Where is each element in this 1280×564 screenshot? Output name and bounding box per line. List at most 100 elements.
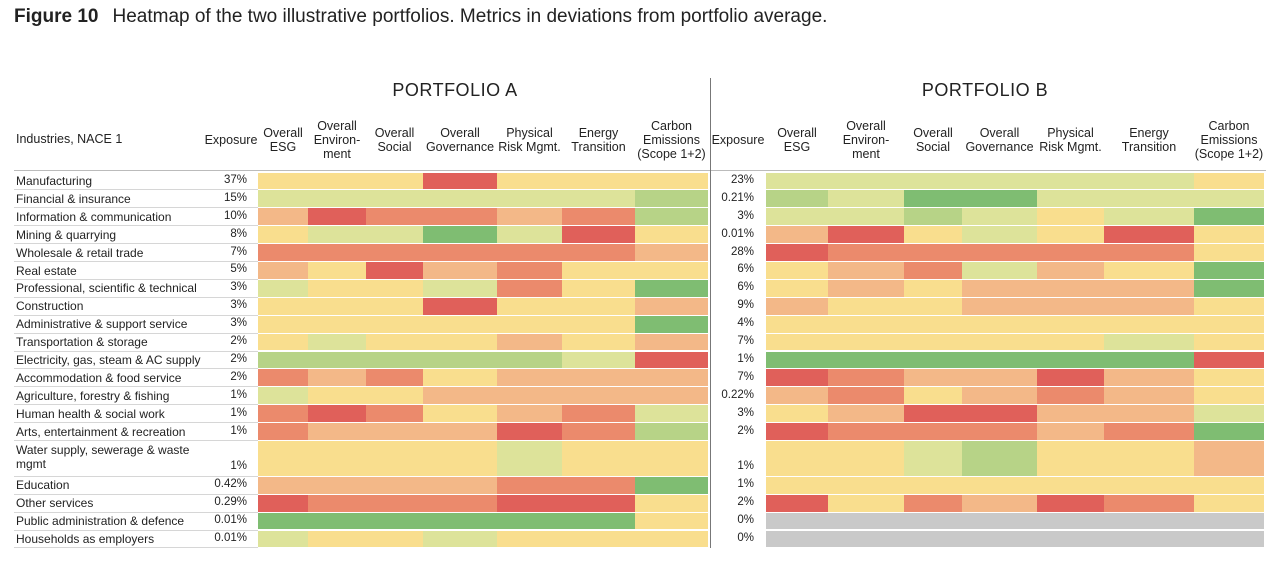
heatmap-cell bbox=[308, 244, 366, 261]
exposure-value: 1% bbox=[230, 460, 247, 473]
row-label: Mining & quarrying bbox=[16, 227, 117, 242]
heatmap-cell bbox=[1037, 369, 1104, 387]
heatmap-cell bbox=[1037, 262, 1104, 279]
heatmap-cell bbox=[423, 262, 497, 279]
heatmap-cell bbox=[1104, 512, 1194, 530]
heatmap-cell bbox=[1104, 279, 1194, 297]
row-rule bbox=[14, 350, 258, 352]
row-label: Agriculture, forestry & fishing bbox=[16, 388, 170, 403]
heatmap-cell bbox=[1104, 226, 1194, 244]
heatmap-cell bbox=[258, 405, 308, 423]
heatmap-cell bbox=[1037, 351, 1104, 369]
row-rule bbox=[14, 404, 258, 406]
heatmap-cell bbox=[308, 405, 366, 423]
heatmap-cell bbox=[1104, 244, 1194, 261]
heatmap-cell bbox=[828, 405, 904, 423]
heatmap-cell bbox=[423, 279, 497, 297]
heatmap-cell bbox=[366, 494, 423, 512]
exposure-value: 1% bbox=[737, 352, 754, 365]
row-label: Information & communication bbox=[16, 209, 172, 224]
heatmap-cell bbox=[1037, 494, 1104, 512]
heatmap-cell bbox=[258, 244, 308, 261]
row-label: Professional, scientific & technical bbox=[16, 281, 197, 296]
heatmap-cell bbox=[258, 530, 308, 548]
heatmap-cell bbox=[423, 530, 497, 548]
heatmap-cell bbox=[828, 297, 904, 315]
column-header: Overall ESG bbox=[263, 126, 303, 154]
exposure-value: 0.29% bbox=[214, 496, 247, 509]
heatmap-cell bbox=[1194, 279, 1264, 297]
exposure-value: 2% bbox=[737, 496, 754, 509]
exposure-value: 1% bbox=[230, 424, 247, 437]
exposure-value: 37% bbox=[223, 173, 247, 186]
exposure-value: 15% bbox=[223, 191, 247, 204]
heatmap-cell bbox=[308, 351, 366, 369]
header-rule bbox=[14, 170, 1266, 171]
heatmap-cell bbox=[258, 226, 308, 244]
heatmap-cell bbox=[258, 494, 308, 512]
exposure-value: 28% bbox=[730, 245, 754, 258]
exposure-value: 0.42% bbox=[214, 478, 247, 491]
row-rule bbox=[14, 529, 258, 531]
exposure-value: 2% bbox=[230, 352, 247, 365]
exposure-value: 0.01% bbox=[214, 531, 247, 544]
column-header: Physical Risk Mgmt. bbox=[1039, 126, 1102, 154]
heatmap-cell bbox=[1194, 297, 1264, 315]
exposure-value: 3% bbox=[737, 209, 754, 222]
heatmap-cell bbox=[562, 262, 635, 279]
heatmap-cell bbox=[635, 530, 708, 548]
row-label: Households as employers bbox=[16, 532, 155, 546]
heatmap-cell bbox=[497, 333, 562, 351]
heatmap-cell bbox=[308, 494, 366, 512]
row-label: Financial & insurance bbox=[16, 191, 131, 206]
heatmap-cell bbox=[423, 441, 497, 476]
heatmap-cell bbox=[635, 208, 708, 226]
heatmap-cell bbox=[1037, 244, 1104, 261]
heatmap-cell bbox=[766, 190, 828, 208]
heatmap-cell bbox=[766, 333, 828, 351]
heatmap-cell bbox=[828, 441, 904, 476]
heatmap-cell bbox=[828, 351, 904, 369]
heatmap-cell bbox=[308, 172, 366, 190]
heatmap-cell bbox=[904, 351, 962, 369]
heatmap-cell bbox=[308, 441, 366, 476]
heatmap-cell bbox=[1037, 297, 1104, 315]
heatmap-cell bbox=[1194, 208, 1264, 226]
heatmap-cell bbox=[308, 262, 366, 279]
column-header: Overall Environ- ment bbox=[313, 119, 361, 161]
heatmap-cell bbox=[962, 208, 1037, 226]
heatmap-cell bbox=[766, 494, 828, 512]
heatmap-cell bbox=[828, 387, 904, 405]
column-header-exposure: Exposure bbox=[204, 133, 258, 147]
heatmap-cell bbox=[962, 476, 1037, 494]
row-label: Electricity, gas, steam & AC supply bbox=[16, 353, 201, 367]
heatmap-cell bbox=[1104, 476, 1194, 494]
heatmap-cell bbox=[1194, 387, 1264, 405]
heatmap-cell bbox=[1037, 279, 1104, 297]
heatmap-cell bbox=[904, 297, 962, 315]
heatmap-cell bbox=[562, 369, 635, 387]
heatmap-cell bbox=[635, 172, 708, 190]
heatmap-cell bbox=[1037, 172, 1104, 190]
heatmap-cell bbox=[962, 244, 1037, 261]
heatmap-cell bbox=[308, 279, 366, 297]
heatmap-cell bbox=[828, 512, 904, 530]
heatmap-cell bbox=[497, 530, 562, 548]
heatmap-cell bbox=[1037, 530, 1104, 548]
heatmap-cell bbox=[258, 423, 308, 440]
figure-title: Figure 10 Heatmap of the two illustrative… bbox=[14, 6, 827, 28]
heatmap-cell bbox=[1037, 333, 1104, 351]
heatmap-cell bbox=[497, 351, 562, 369]
heatmap-cell bbox=[962, 512, 1037, 530]
exposure-value: 0% bbox=[737, 514, 754, 526]
heatmap-cell bbox=[423, 315, 497, 333]
heatmap-cell bbox=[635, 441, 708, 476]
heatmap-cell bbox=[562, 512, 635, 530]
heatmap-cell bbox=[635, 405, 708, 423]
heatmap-cell bbox=[962, 297, 1037, 315]
heatmap-cell bbox=[1194, 423, 1264, 440]
heatmap-cell bbox=[962, 387, 1037, 405]
heatmap-cell bbox=[904, 405, 962, 423]
heatmap-cell bbox=[308, 476, 366, 494]
heatmap-cell bbox=[497, 441, 562, 476]
